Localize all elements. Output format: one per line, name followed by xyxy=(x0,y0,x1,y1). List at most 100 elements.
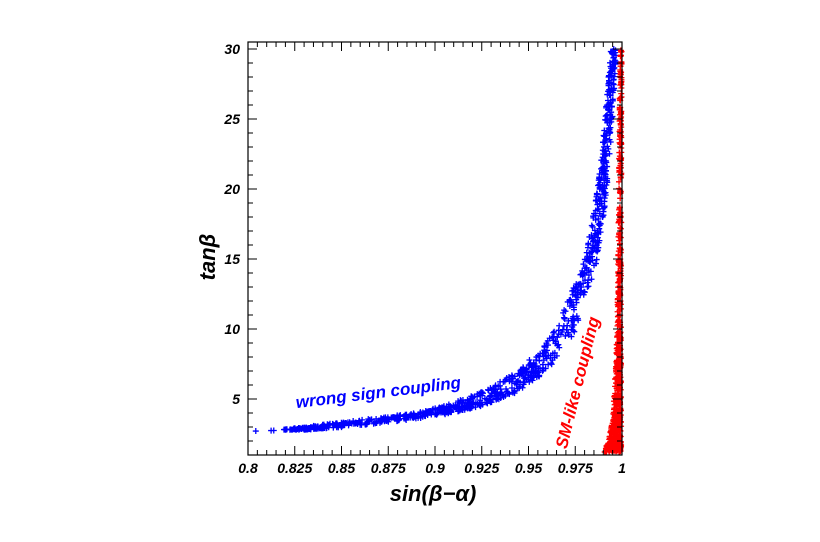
data-point xyxy=(570,284,577,291)
data-point xyxy=(523,366,530,373)
data-point xyxy=(600,185,607,192)
data-point xyxy=(594,247,601,254)
data-point xyxy=(592,212,599,219)
data-point xyxy=(588,222,595,229)
data-point xyxy=(433,411,440,418)
data-point xyxy=(585,255,592,262)
data-point xyxy=(570,327,577,334)
data-point xyxy=(601,127,608,134)
data-point xyxy=(303,426,310,433)
data-point xyxy=(530,374,537,381)
axes-layer: 0.8 0.825 0.85 0.875 0.9 0.925 0.95 0.975 151015… xyxy=(223,41,626,476)
data-point xyxy=(487,398,494,405)
data-point xyxy=(372,420,379,427)
data-point xyxy=(359,416,366,423)
data-point xyxy=(525,376,532,383)
data-point xyxy=(605,101,612,108)
data-point xyxy=(503,388,510,395)
data-point xyxy=(598,203,605,210)
data-point xyxy=(617,140,624,147)
data-point xyxy=(602,168,609,175)
data-point xyxy=(519,384,526,391)
data-point xyxy=(594,229,601,235)
data-point xyxy=(513,381,520,388)
data-point xyxy=(566,303,573,310)
data-point xyxy=(536,373,543,380)
data-point xyxy=(612,397,619,404)
data-point xyxy=(437,406,444,413)
data-point xyxy=(616,218,623,225)
data-point xyxy=(493,394,500,401)
x-tick-label: 0.875 xyxy=(371,460,406,476)
data-point xyxy=(600,212,607,219)
data-point xyxy=(614,361,621,368)
data-point xyxy=(553,352,560,359)
data-point xyxy=(603,445,610,452)
data-point xyxy=(457,397,464,404)
data-point xyxy=(589,245,596,252)
data-point xyxy=(614,400,621,407)
data-point xyxy=(601,198,608,205)
data-point xyxy=(571,317,578,324)
data-point xyxy=(487,392,494,399)
data-point xyxy=(610,87,617,94)
data-point xyxy=(363,419,370,426)
data-point xyxy=(616,178,623,185)
data-point xyxy=(600,143,607,150)
data-point xyxy=(602,132,609,139)
data-point xyxy=(332,420,339,427)
data-point xyxy=(314,423,321,430)
data-point xyxy=(587,268,594,275)
data-point xyxy=(528,364,535,371)
data-point xyxy=(614,319,621,326)
data-point xyxy=(549,334,556,341)
data-point xyxy=(358,421,365,428)
x-axis-label: sin(β−α) xyxy=(390,481,477,506)
data-point xyxy=(476,400,483,407)
data-point xyxy=(584,244,591,251)
data-point xyxy=(596,225,603,232)
data-point xyxy=(617,234,624,241)
data-point xyxy=(511,373,518,380)
data-point xyxy=(617,52,624,59)
data-point xyxy=(615,288,622,295)
data-point xyxy=(605,72,612,79)
data-point xyxy=(606,106,613,113)
data-point xyxy=(607,124,614,131)
data-point xyxy=(468,393,475,400)
data-point xyxy=(484,399,491,406)
data-point xyxy=(581,288,588,295)
data-point xyxy=(618,423,625,430)
data-point xyxy=(607,115,614,122)
data-point xyxy=(402,412,409,419)
series-sm-like xyxy=(601,47,625,456)
data-point xyxy=(454,402,461,409)
data-point xyxy=(583,265,590,272)
data-point xyxy=(290,425,297,432)
data-point xyxy=(584,279,591,286)
data-point xyxy=(573,313,580,320)
data-point xyxy=(481,395,488,402)
data-point xyxy=(605,88,612,95)
y-tick-label: 20 xyxy=(223,181,240,197)
data-point xyxy=(594,206,601,213)
data-point xyxy=(607,441,614,448)
data-point xyxy=(611,433,618,440)
data-point xyxy=(397,412,404,419)
data-point xyxy=(617,305,624,312)
data-point xyxy=(570,304,577,311)
data-point xyxy=(559,328,566,335)
data-point xyxy=(568,333,575,340)
data-point xyxy=(556,344,563,351)
data-point xyxy=(611,64,618,71)
data-point xyxy=(415,414,422,421)
series-layer xyxy=(252,46,625,456)
data-point xyxy=(610,409,617,416)
data-point xyxy=(500,378,507,385)
data-point xyxy=(533,354,540,361)
data-point xyxy=(603,182,610,189)
data-point xyxy=(609,113,616,120)
data-point xyxy=(614,442,621,449)
data-point xyxy=(595,215,602,222)
data-point xyxy=(574,294,581,301)
